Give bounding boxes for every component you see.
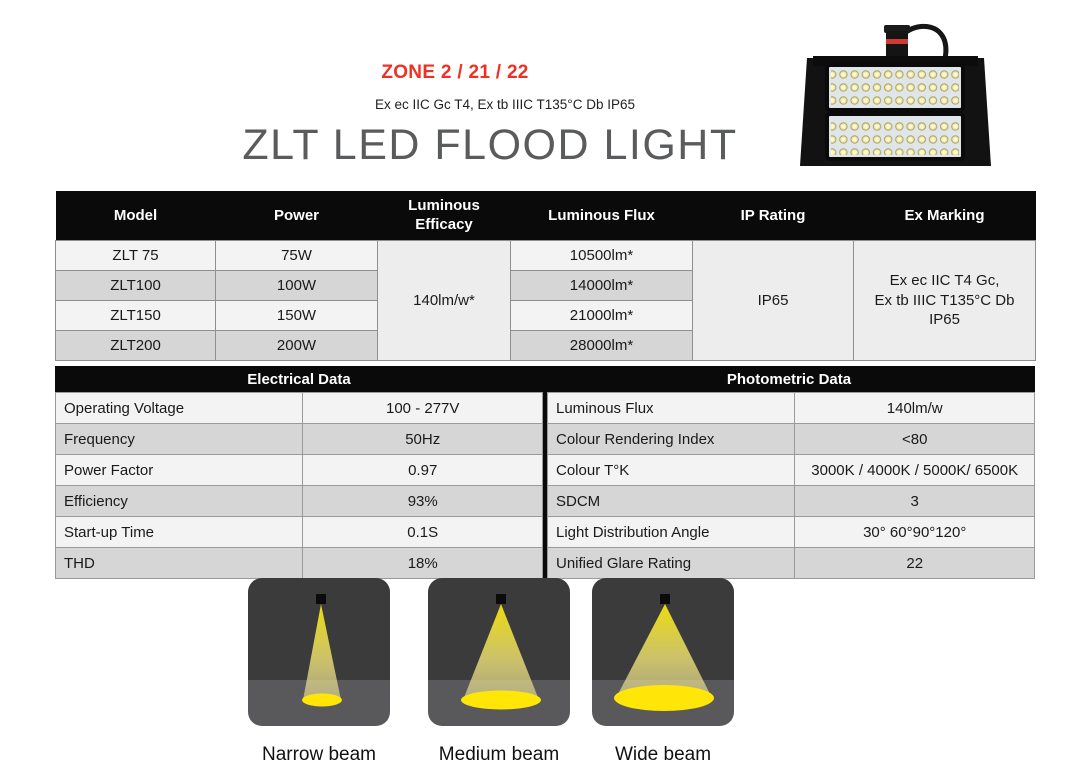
model-cell: ZLT150	[55, 300, 216, 331]
wide-beam-icon	[614, 594, 714, 711]
beam-diagram-medium	[428, 578, 570, 726]
beam-spot	[614, 685, 714, 711]
table-row: Colour Rendering Index <80	[546, 423, 1035, 455]
power-cell: 75W	[215, 240, 378, 271]
flux-cell: 10500lm*	[510, 240, 693, 271]
flux-cell: 28000lm*	[510, 330, 693, 361]
spec-label: THD	[54, 547, 304, 579]
spec-value: 0.97	[302, 454, 543, 486]
spec-label: Colour T°K	[546, 454, 796, 486]
beam-cone	[463, 604, 539, 700]
power-cell: 150W	[215, 300, 378, 331]
table-row: Efficiency 93%	[54, 485, 543, 517]
spec-value: 93%	[302, 485, 543, 517]
light-source-square	[316, 594, 326, 604]
beam-label-medium: Medium beam	[438, 744, 560, 765]
led-array-bottom	[831, 118, 959, 155]
spec-value: 22	[794, 547, 1035, 579]
spec-label: Unified Glare Rating	[546, 547, 796, 579]
beam-cone	[616, 604, 712, 698]
section-header-band: Electrical Data Photometric Data	[55, 366, 1035, 392]
table-row: Light Distribution Angle 30° 60°90°120°	[546, 516, 1035, 548]
beam-diagram-wide	[592, 578, 734, 726]
spec-value: 140lm/w	[794, 392, 1035, 424]
spec-value: 50Hz	[302, 423, 543, 455]
spec-value: 3000K / 4000K / 5000K/ 6500K	[794, 454, 1035, 486]
power-cell: 200W	[215, 330, 378, 361]
cable-gland-red-ring	[886, 39, 908, 44]
col-header-ex: Ex Marking	[853, 191, 1036, 241]
spec-value: 0.1S	[302, 516, 543, 548]
col-header-model: Model	[55, 191, 216, 241]
spec-label: Operating Voltage	[54, 392, 304, 424]
table-row: Start-up Time 0.1S	[54, 516, 543, 548]
table-row: Operating Voltage 100 - 277V	[54, 392, 543, 424]
specification-tables: Model Power Luminous Efficacy Luminous F…	[54, 191, 1036, 579]
beam-cone	[303, 604, 341, 700]
spec-value: <80	[794, 423, 1035, 455]
spec-label: Light Distribution Angle	[546, 516, 796, 548]
table-row: Power Factor 0.97	[54, 454, 543, 486]
spec-value: 3	[794, 485, 1035, 517]
table-row: Colour T°K 3000K / 4000K / 5000K/ 6500K	[546, 454, 1035, 486]
spec-value: 18%	[302, 547, 543, 579]
ip-rating-cell: IP65	[692, 240, 854, 361]
photometric-data-header: Photometric Data	[726, 370, 852, 388]
cable-gland-body	[886, 31, 908, 60]
col-header-power: Power	[215, 191, 378, 241]
table-row: ZLT 75 75W 140lm/w* 10500lm* IP65 Ex ec …	[55, 240, 1036, 361]
col-header-ip: IP Rating	[692, 191, 854, 241]
spec-label: SDCM	[546, 485, 796, 517]
beam-label-narrow: Narrow beam	[261, 744, 377, 765]
model-cell: ZLT200	[55, 330, 216, 361]
table-row: Unified Glare Rating 22	[546, 547, 1035, 579]
photometric-data-table: Luminous Flux 140lm/w Colour Rendering I…	[546, 392, 1035, 579]
table-divider	[543, 392, 547, 579]
spec-header-row: Model Power Luminous Efficacy Luminous F…	[55, 191, 1036, 241]
ex-marking-line2: Ex tb IIIC T135°C Db IP65	[874, 291, 1015, 329]
ex-marking-line1: Ex ec IIC T4 Gc,	[889, 272, 1000, 290]
light-source-square	[660, 594, 670, 604]
table-row: Frequency 50Hz	[54, 423, 543, 455]
table-row: Luminous Flux 140lm/w	[546, 392, 1035, 424]
medium-beam-icon	[461, 594, 541, 710]
table-row: THD 18%	[54, 547, 543, 579]
spec-label: Start-up Time	[54, 516, 304, 548]
spec-label: Colour Rendering Index	[546, 423, 796, 455]
model-cell: ZLT 75	[55, 240, 216, 271]
light-source-square	[496, 594, 506, 604]
efficacy-cell: 140lm/w*	[377, 240, 511, 361]
col-header-flux: Luminous Flux	[510, 191, 693, 241]
table-row: SDCM 3	[546, 485, 1035, 517]
beam-diagram-narrow	[248, 578, 390, 726]
spec-label: Power Factor	[54, 454, 304, 486]
spec-value: 30° 60°90°120°	[794, 516, 1035, 548]
electrical-photometric-tables: Operating Voltage 100 - 277V Frequency 5…	[54, 392, 1035, 579]
ex-certification-subtitle: Ex ec IIC Gc T4, Ex tb IIIC T135°C Db IP…	[374, 97, 635, 112]
zone-rating-label: ZONE 2 / 21 / 22	[381, 62, 529, 83]
power-cell: 100W	[215, 270, 378, 301]
col-header-efficacy: Luminous Efficacy	[377, 191, 511, 241]
spec-label: Frequency	[54, 423, 304, 455]
spec-label: Luminous Flux	[546, 392, 796, 424]
spec-label: Efficiency	[54, 485, 304, 517]
table-row: ZLT200 200W 28000lm*	[55, 330, 1036, 361]
flux-cell: 21000lm*	[510, 300, 693, 331]
electrical-data-table: Operating Voltage 100 - 277V Frequency 5…	[54, 392, 543, 579]
model-cell: ZLT100	[55, 270, 216, 301]
led-array-top	[831, 69, 959, 106]
product-photo	[800, 23, 991, 166]
ex-marking-cell: Ex ec IIC T4 Gc, Ex tb IIIC T135°C Db IP…	[853, 240, 1036, 361]
page-title: ZLT LED FLOOD LIGHT	[242, 121, 738, 169]
spec-value: 100 - 277V	[302, 392, 543, 424]
narrow-beam-icon	[302, 594, 342, 707]
flux-cell: 14000lm*	[510, 270, 693, 301]
model-spec-table: Model Power Luminous Efficacy Luminous F…	[55, 191, 1036, 361]
table-row: ZLT100 100W 14000lm*	[55, 270, 1036, 301]
beam-spot	[461, 690, 541, 710]
beam-label-wide: Wide beam	[614, 744, 712, 765]
electrical-data-header: Electrical Data	[247, 370, 351, 388]
beam-spot	[302, 693, 342, 707]
